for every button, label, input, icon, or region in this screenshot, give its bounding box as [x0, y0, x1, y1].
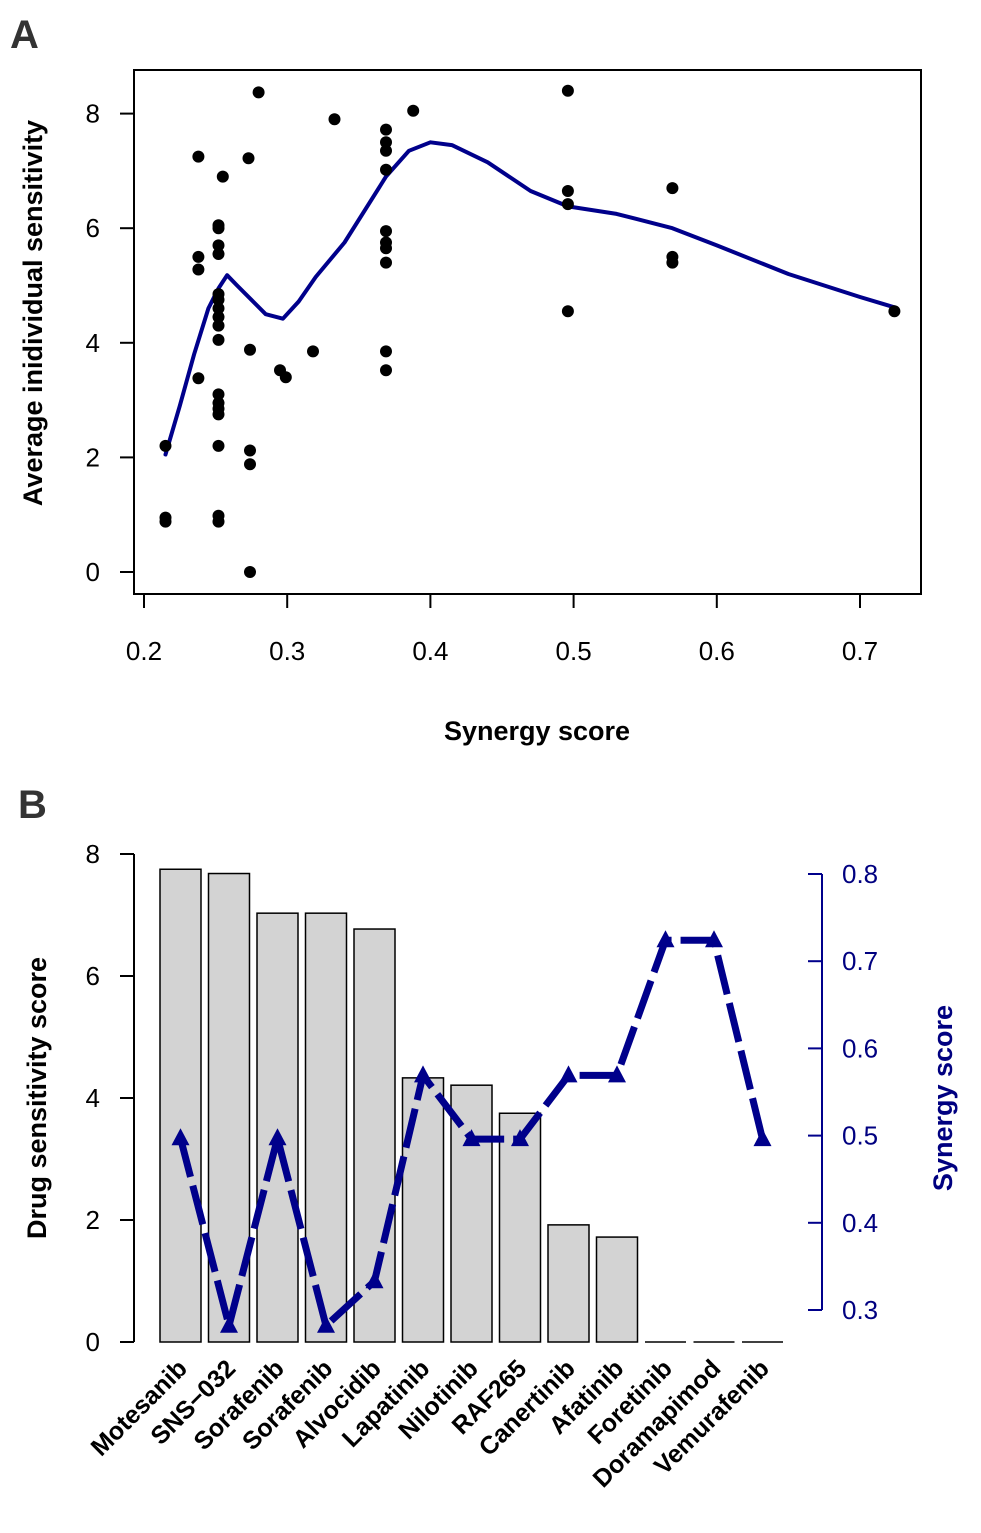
panel-a-data-point: [380, 225, 392, 238]
panel-a-data-point: [212, 439, 225, 452]
panel-b-synergy-marker: [414, 1065, 432, 1083]
panel-b-synergy-marker: [705, 930, 723, 948]
panel-a-data-point: [380, 242, 392, 255]
panel-a-y-tick-label: 4: [86, 328, 100, 358]
panel-a-data-point: [407, 104, 420, 117]
panel-b-bar: [401, 1077, 445, 1343]
panel-a-data-point: [212, 319, 225, 332]
panel-b-synergy-marker: [268, 1128, 287, 1146]
panel-a-data-point: [212, 408, 225, 421]
panel-b-y-tick-label: 2: [86, 1205, 100, 1235]
panel-a-data-point: [307, 345, 319, 358]
panel-b-y-tick-label: 6: [86, 961, 100, 991]
panel-a-data-point: [380, 364, 392, 377]
panel-b-synergy-marker: [220, 1315, 238, 1333]
panel-b-synergy-marker: [608, 1065, 626, 1083]
panel-a-data-point: [561, 185, 574, 197]
panel-a-x-tick-label: 0.3: [269, 636, 305, 666]
panel-b-synergy-marker: [656, 930, 675, 948]
panel-b-synergy-marker: [559, 1065, 578, 1083]
panel-a-data-point: [192, 250, 205, 263]
panel-b-y-tick-label: 8: [86, 839, 100, 869]
panel-a-x-axis-title: Synergy score: [444, 716, 630, 746]
panel-b-y2-tick-label: 0.6: [842, 1033, 878, 1063]
panel-a-data-point: [212, 248, 225, 260]
panel-a-data-point: [216, 170, 229, 183]
panel-a-data-point: [252, 86, 265, 99]
panel-a-data-point: [192, 263, 205, 276]
panel-b-synergy-marker: [317, 1315, 335, 1333]
panel-b-bar: [304, 912, 348, 1343]
panel-b-y2-tick-label: 0.3: [842, 1295, 878, 1325]
panel-a-data-point: [242, 152, 255, 165]
panel-a-chart: A 0.2 0.3 0.4 0.5 0.6 0.7 0 2 4 6 8 Synergy score…: [10, 13, 922, 746]
panel-b-bar: [595, 1236, 639, 1343]
panel-a-data-point: [159, 439, 172, 452]
panel-a-y-tick-label: 2: [86, 442, 100, 472]
panel-a-x-tick-label: 0.6: [699, 636, 735, 666]
panel-b-bar: [547, 1224, 590, 1343]
panel-a-data-point: [159, 515, 172, 528]
panel-b-y2-axis-title: Synergy score: [928, 1005, 958, 1191]
panel-b-bar: [256, 912, 299, 1343]
panel-b-bar: [450, 1084, 493, 1343]
panel-a-y-tick-label: 6: [86, 213, 100, 243]
panel-a-data-point: [244, 458, 256, 471]
panel-a-data-point: [380, 123, 392, 136]
panel-a-y-tick-label: 0: [86, 557, 100, 587]
panel-b-bar: [159, 868, 202, 1343]
panel-b-synergy-marker: [753, 1129, 772, 1147]
panel-a-y-tick-label: 8: [86, 99, 100, 129]
panel-a-x-tick-label: 0.7: [842, 636, 878, 666]
panel-a-data-point: [212, 302, 225, 315]
panel-a-data-point: [666, 182, 679, 195]
panel-b-bar: [498, 1112, 542, 1343]
panel-b-y2-tick-label: 0.4: [842, 1208, 878, 1238]
panel-a-data-point: [380, 256, 392, 269]
panel-a-x-tick-label: 0.4: [412, 636, 448, 666]
panel-a-data-point: [279, 371, 292, 384]
panel-a-plot-frame: [133, 69, 922, 595]
panel-a-data-point: [212, 239, 225, 252]
panel-a-data-point: [212, 222, 225, 235]
panel-a-data-point: [244, 444, 256, 457]
panel-b-y-axis-title: Drug sensitivity score: [22, 957, 52, 1239]
panel-a-data-point: [380, 136, 392, 149]
panel-a-data-point: [561, 84, 574, 97]
panel-a-data-point: [244, 343, 256, 356]
panel-a-x-tick-label: 0.2: [126, 636, 162, 666]
panel-a-x-tick-label: 0.5: [556, 636, 592, 666]
panel-a-y-axis-title: Average inidividual sensitivity: [18, 120, 48, 506]
panel-a-data-point: [561, 198, 574, 211]
panel-a-data-point: [888, 305, 901, 318]
panel-a-data-point: [192, 150, 205, 163]
panel-b-synergy-marker: [511, 1129, 529, 1147]
panel-a-data-point: [192, 372, 205, 385]
panel-a-data-point: [212, 333, 225, 346]
panel-b-synergy-marker: [171, 1128, 190, 1146]
panel-a-data-point: [244, 566, 256, 578]
panel-a-data-point: [328, 113, 341, 126]
panel-a-data-point: [380, 163, 392, 176]
panel-a-label: A: [10, 13, 39, 57]
panel-b-y-tick-label: 4: [86, 1083, 100, 1113]
panel-b-y-tick-label: 0: [86, 1327, 100, 1357]
panel-a-data-point: [666, 256, 679, 269]
panel-b-y2-tick-label: 0.8: [842, 859, 878, 889]
panel-b-label: B: [18, 783, 47, 827]
panel-a-data-point: [212, 515, 225, 528]
panel-a-data-point: [212, 311, 225, 323]
panel-a-data-point: [380, 144, 392, 157]
panel-a-data-point: [212, 293, 225, 306]
panel-a-data-point: [561, 305, 574, 318]
panel-a-smooth-line: [163, 140, 897, 457]
panel-b-y2-tick-label: 0.7: [842, 946, 878, 976]
panel-b-y2-tick-label: 0.5: [842, 1121, 878, 1151]
panel-b-synergy-marker: [462, 1129, 481, 1147]
panel-b-synergy-marker: [365, 1271, 384, 1289]
panel-a-data-point: [380, 345, 392, 358]
panel-a-data-point: [212, 388, 225, 401]
